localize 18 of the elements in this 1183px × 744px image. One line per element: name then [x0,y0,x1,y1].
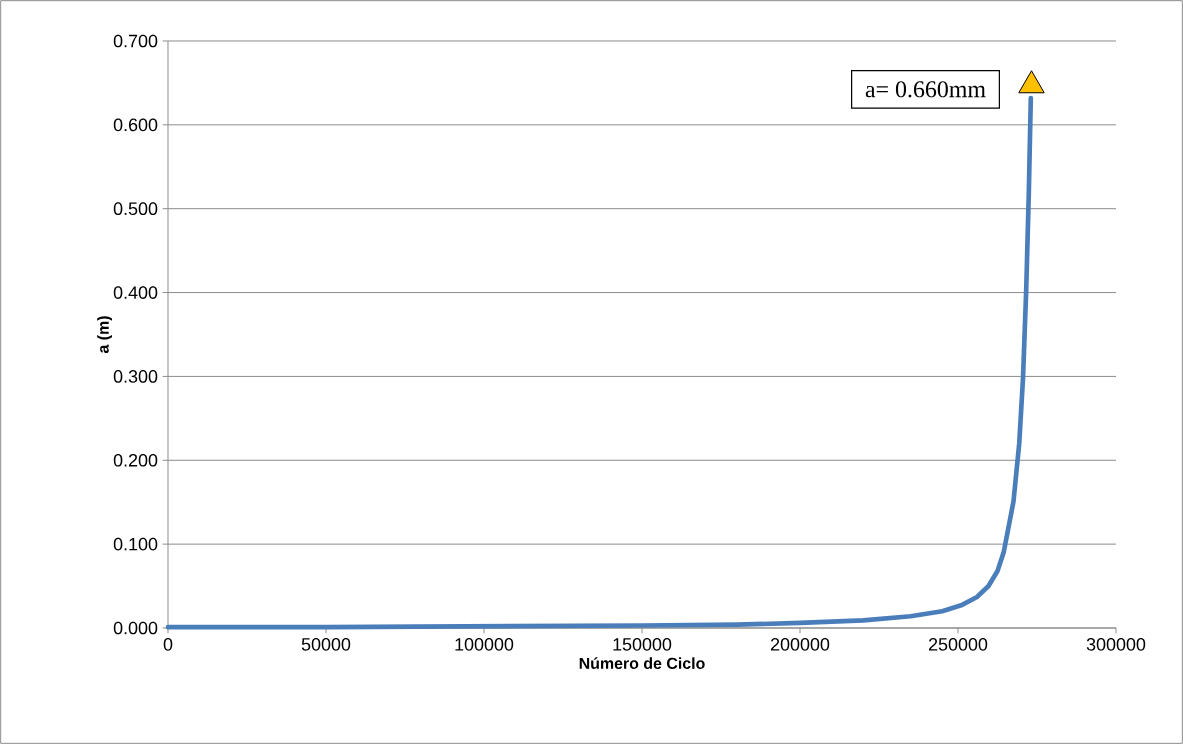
x-axis-title: Número de Ciclo [579,657,705,669]
x-tick-label: 0 [163,638,173,651]
x-tick-label: 250000 [928,638,988,651]
y-tick-label: 0.700 [113,34,158,48]
y-tick-label: 0.600 [113,118,158,132]
x-tick-label: 200000 [770,638,830,651]
y-tick-label: 0.400 [113,286,158,299]
x-tick-label: 50000 [301,638,351,651]
y-tick-label: 0.000 [113,621,158,635]
y-tick-label: 0.100 [113,537,158,551]
x-tick-label: 300000 [1086,638,1146,651]
x-tick-label: 150000 [613,638,672,651]
y-tick-label: 0.200 [113,453,158,467]
x-tick-label: 100000 [455,638,514,651]
y-axis-title: a (m) [97,316,112,354]
y-tick-label: 0.300 [113,370,158,383]
annotation: a= 0.660mm [865,81,986,98]
y-tick-label: 0.500 [113,202,158,216]
